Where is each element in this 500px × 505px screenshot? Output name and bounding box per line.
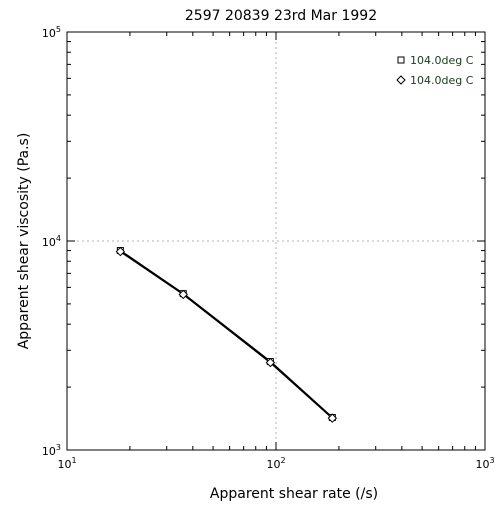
axis-ticks [66, 32, 485, 451]
legend: 104.0deg C 104.0deg C [396, 54, 474, 87]
x-axis-label: Apparent shear rate (/s) [210, 486, 378, 502]
data-point-diamond [178, 289, 188, 300]
series-line-1 [119, 249, 333, 419]
series-line-2 [119, 250, 333, 419]
chart-title: 2597 20839 23rd Mar 1992 [185, 8, 377, 24]
x-tick-label: 103 [475, 456, 494, 471]
series-lines [119, 249, 333, 419]
x-tick-label: 102 [266, 456, 285, 471]
data-point-diamond [265, 357, 276, 368]
x-tick-label: 101 [57, 456, 76, 471]
legend-marker-square [397, 56, 405, 64]
axis-tick-labels: 101 102 103 103 104 105 [42, 25, 495, 471]
grid-lines [67, 32, 485, 450]
series-markers [115, 246, 338, 423]
y-tick-label: 103 [42, 443, 61, 458]
y-axis-label: Apparent shear viscosity (Pa.s) [16, 133, 32, 350]
y-tick-label: 105 [42, 25, 61, 40]
legend-marker-diamond [396, 75, 406, 85]
y-tick-label: 104 [42, 234, 61, 249]
legend-label: 104.0deg C [410, 54, 474, 67]
data-point-diamond [327, 413, 338, 423]
data-point-diamond [115, 246, 126, 257]
legend-label: 104.0deg C [410, 74, 474, 87]
